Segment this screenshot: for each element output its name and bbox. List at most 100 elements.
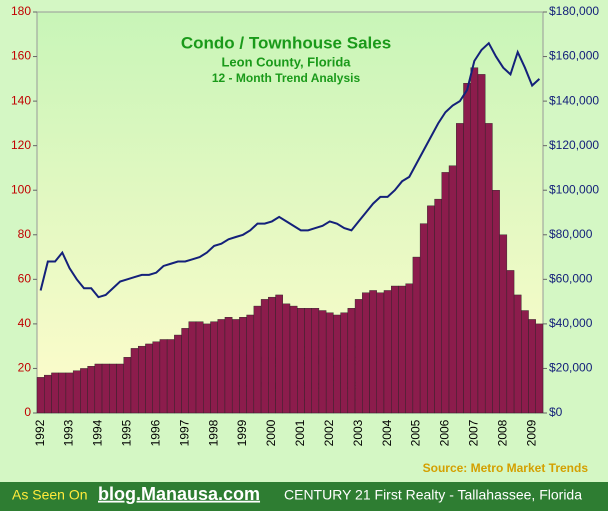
bar — [94, 363, 103, 414]
bar — [362, 292, 370, 414]
x-tick-label: 1992 — [33, 419, 47, 446]
bar — [304, 308, 312, 414]
y2-tick-label: $60,000 — [549, 272, 593, 286]
bar — [116, 363, 124, 414]
bar — [123, 357, 132, 414]
bar — [318, 310, 327, 414]
x-tick-label: 1993 — [62, 419, 76, 446]
x-tick-label: 1995 — [120, 419, 134, 446]
bar — [506, 270, 515, 414]
bar — [333, 314, 341, 414]
bar — [145, 343, 153, 414]
bar — [311, 308, 320, 414]
bar — [369, 290, 377, 414]
bar — [325, 312, 334, 414]
bar — [210, 321, 218, 414]
bar — [398, 285, 406, 414]
x-tick-label: 1997 — [177, 419, 191, 446]
chart-subtitle: Leon County, Florida — [221, 54, 351, 69]
bar — [354, 299, 363, 414]
bar — [224, 317, 233, 414]
y-tick-label: 120 — [11, 138, 31, 152]
chart-title: Condo / Townhouse Sales — [181, 33, 391, 52]
bar — [441, 172, 450, 414]
bar — [80, 368, 88, 414]
y-tick-label: 140 — [11, 93, 31, 107]
bar — [448, 165, 457, 414]
x-tick-label: 2005 — [409, 419, 423, 446]
footer-bar — [0, 482, 608, 511]
bar — [477, 74, 486, 414]
bar — [130, 348, 139, 414]
bar — [166, 339, 175, 414]
x-tick-label: 2006 — [438, 419, 452, 446]
bar — [72, 370, 81, 414]
x-tick-label: 2004 — [380, 419, 394, 446]
bar — [275, 294, 283, 414]
x-tick-label: 2002 — [322, 419, 336, 446]
bar — [65, 372, 74, 414]
footer-site[interactable]: blog.Manausa.com — [98, 484, 260, 504]
bar — [268, 296, 276, 414]
bar — [195, 321, 204, 414]
x-tick-label: 1999 — [235, 419, 249, 446]
bar — [174, 334, 182, 414]
x-tick-label: 2000 — [264, 419, 278, 446]
y-tick-label: 80 — [18, 227, 32, 241]
y-tick-label: 40 — [18, 316, 32, 330]
bar — [492, 190, 500, 414]
bar — [347, 308, 356, 414]
bar — [44, 374, 52, 414]
bar — [203, 323, 211, 414]
bar — [419, 223, 428, 414]
footer-text: CENTURY 21 First Realty - Tallahassee, F… — [284, 487, 582, 503]
bar — [87, 366, 96, 414]
y-tick-label: 180 — [11, 4, 31, 18]
y-tick-label: 160 — [11, 49, 31, 63]
bar — [434, 198, 443, 414]
x-tick-label: 2003 — [351, 419, 365, 446]
bar — [499, 234, 508, 414]
y2-tick-label: $180,000 — [549, 4, 599, 18]
bar — [484, 123, 493, 414]
bar — [535, 323, 544, 414]
y2-tick-label: $40,000 — [549, 316, 593, 330]
y-tick-label: 60 — [18, 272, 32, 286]
y-tick-label: 20 — [18, 361, 32, 375]
bar — [297, 308, 305, 414]
bar — [289, 305, 298, 414]
x-tick-label: 2008 — [495, 419, 509, 446]
bar — [239, 317, 247, 414]
y2-tick-label: $120,000 — [549, 138, 599, 152]
footer-prefix: As Seen On — [12, 487, 88, 503]
bar — [513, 294, 522, 414]
bar — [58, 372, 67, 414]
chart-subtitle: 12 - Month Trend Analysis — [212, 71, 361, 85]
bar — [383, 290, 392, 414]
y2-tick-label: $100,000 — [549, 182, 599, 196]
y2-tick-label: $160,000 — [549, 49, 599, 63]
bar — [231, 319, 240, 414]
y2-tick-label: $140,000 — [549, 93, 599, 107]
bar — [159, 339, 168, 414]
bar — [470, 67, 479, 414]
bar — [246, 314, 255, 414]
bar — [528, 319, 536, 414]
x-tick-label: 2009 — [524, 419, 538, 446]
y2-tick-label: $80,000 — [549, 227, 593, 241]
bar — [260, 299, 269, 414]
bar — [340, 312, 349, 414]
x-tick-label: 1998 — [206, 419, 220, 446]
price-line — [39, 41, 541, 299]
x-tick-label: 1994 — [91, 419, 105, 446]
bar — [217, 319, 226, 414]
bar — [36, 377, 45, 414]
bar — [376, 292, 385, 414]
y2-tick-label: $20,000 — [549, 361, 593, 375]
x-tick-label: 2001 — [293, 419, 307, 446]
source-note: Source: Metro Market Trends — [423, 461, 589, 475]
bar — [253, 305, 262, 414]
bar — [427, 205, 435, 414]
bar — [521, 310, 529, 414]
